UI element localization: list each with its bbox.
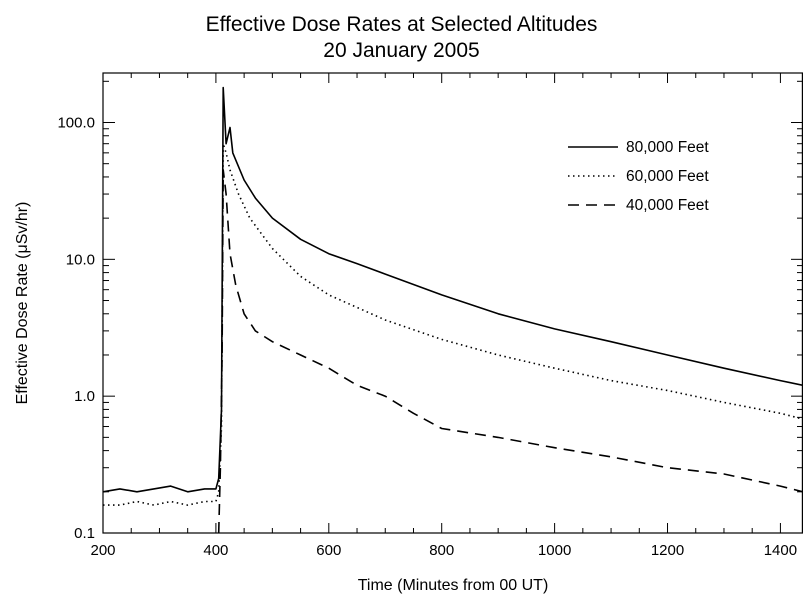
chart-title: Effective Dose Rates at Selected Altitud… (205, 13, 598, 36)
x-tick-label: 1400 (764, 542, 797, 559)
x-tick-label: 1000 (538, 542, 571, 559)
axis-ticks: 200 400 600 800 1000 1200 1400 0.1 1.0 10.0 100.0 (57, 73, 803, 559)
x-axis-label: Time (Minutes from 00 UT) (358, 577, 549, 594)
legend-label: 80,000 Feet (626, 139, 709, 156)
y-tick-label: 1.0 (74, 388, 95, 405)
y-axis-label: Effective Dose Rate (μSv/hr) (14, 202, 31, 405)
series-line-1 (102, 86, 803, 493)
y-tick-label: 100.0 (57, 114, 95, 131)
x-tick-label: 200 (90, 542, 115, 559)
y-tick-label: 0.1 (74, 525, 95, 542)
series-line-2 (103, 142, 803, 506)
legend: 80,000 Feet 60,000 Feet 40,000 Feet (568, 139, 709, 214)
series-layer (102, 86, 803, 534)
x-tick-label: 600 (316, 542, 341, 559)
x-tick-label: 400 (203, 542, 228, 559)
plot-frame (102, 72, 803, 534)
legend-label: 40,000 Feet (626, 197, 709, 214)
legend-label: 60,000 Feet (626, 168, 709, 185)
series-line-3 (217, 169, 803, 534)
x-tick-label: 800 (429, 542, 454, 559)
y-tick-label: 10.0 (66, 251, 95, 268)
chart-subtitle: 20 January 2005 (323, 39, 480, 62)
x-tick-label: 1200 (651, 542, 684, 559)
